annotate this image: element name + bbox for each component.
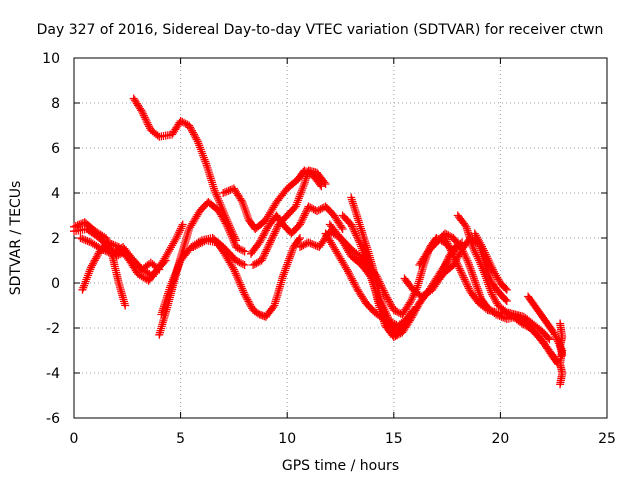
- chart-title: Day 327 of 2016, Sidereal Day-to-day VTE…: [37, 22, 604, 38]
- series-arc-h: [189, 234, 304, 321]
- marker-trace: [415, 229, 562, 368]
- y-tick-label: -4: [46, 366, 60, 382]
- marker-trace: [78, 238, 170, 294]
- marker-trace: [441, 234, 560, 364]
- marker-trace: [556, 319, 567, 359]
- series-arc-k: [249, 166, 330, 269]
- x-tick-label: 15: [385, 431, 403, 447]
- x-tick-label: 0: [70, 431, 79, 447]
- y-tick-label: 10: [42, 51, 60, 67]
- series-arc-w: [556, 319, 567, 359]
- series-arc-e: [78, 238, 170, 294]
- marker-trace: [249, 166, 330, 269]
- marker-trace: [129, 94, 240, 245]
- grid-lines: [74, 58, 607, 418]
- y-tick-label: 2: [51, 231, 60, 247]
- x-axis: 0 5 10 15 20 25: [70, 58, 616, 447]
- y-axis-label: SDTVAR / TECUs: [8, 181, 24, 296]
- marker-trace: [189, 234, 304, 321]
- y-tick-label: -6: [46, 411, 60, 427]
- x-axis-label: GPS time / hours: [282, 458, 399, 474]
- series-arc-u: [470, 229, 511, 294]
- series-arc-t: [453, 211, 554, 344]
- y-tick-label: 0: [51, 276, 60, 292]
- marker-trace: [453, 211, 554, 344]
- y-tick-label: -2: [46, 321, 60, 337]
- series-arc-j: [247, 202, 347, 258]
- y-tick-label: 6: [51, 141, 60, 157]
- y-tick-label: 8: [51, 96, 60, 112]
- x-tick-label: 5: [176, 431, 185, 447]
- series-arc-a: [129, 94, 240, 245]
- y-tick-label: 4: [51, 186, 60, 202]
- x-tick-label: 25: [598, 431, 616, 447]
- data-marks: [70, 94, 567, 389]
- x-tick-label: 20: [491, 431, 509, 447]
- series-arc-s: [441, 234, 560, 364]
- marker-trace: [247, 202, 347, 258]
- y-axis: -6 -4 -2 0 2 4 6 8 10: [42, 51, 607, 427]
- x-tick-label: 10: [278, 431, 296, 447]
- series-arc-r: [415, 229, 562, 368]
- marker-trace: [470, 229, 511, 294]
